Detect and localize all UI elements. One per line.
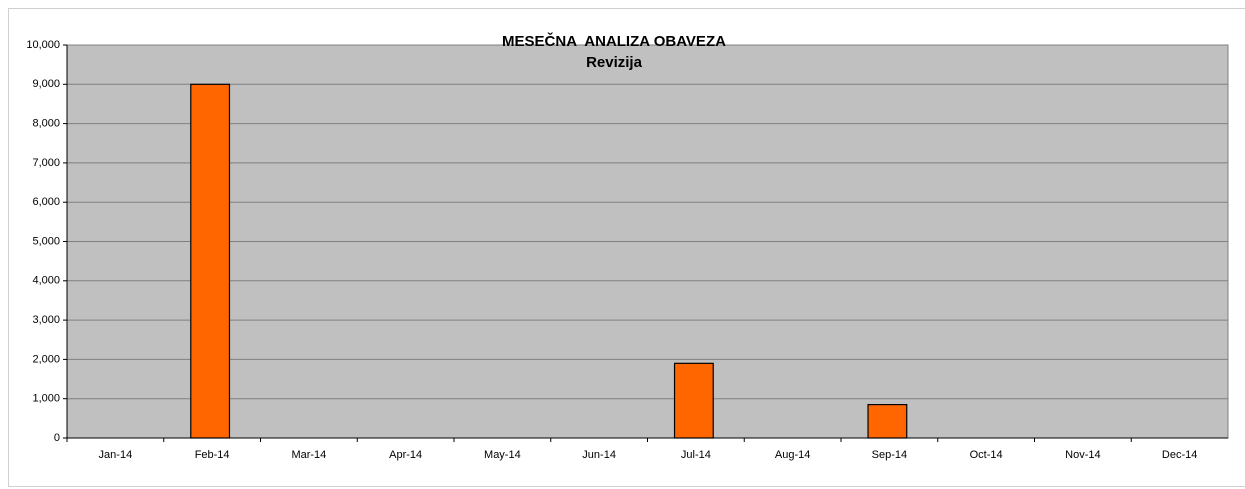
x-tick-label: Sep-14: [872, 449, 907, 461]
bar: [190, 83, 231, 439]
y-tick-label: 0: [54, 432, 60, 444]
x-tick-label: Jun-14: [582, 449, 616, 461]
y-tick-label: 1,000: [32, 393, 60, 405]
x-tick-label: Feb-14: [195, 449, 230, 461]
bar: [867, 403, 908, 439]
y-tick-label: 4,000: [32, 275, 60, 287]
y-tick-label: 9,000: [32, 78, 60, 90]
x-tick-label: Apr-14: [389, 449, 422, 461]
x-tick-label: Oct-14: [970, 449, 1003, 461]
y-tick-label: 7,000: [32, 157, 60, 169]
x-tick-label: Nov-14: [1065, 449, 1100, 461]
y-tick-label: 6,000: [32, 196, 60, 208]
x-tick-label: Aug-14: [775, 449, 810, 461]
chart-title: MESEČNA ANALIZA OBAVEZA: [502, 32, 726, 50]
x-tick-label: Mar-14: [291, 449, 326, 461]
y-tick-label: 3,000: [32, 314, 60, 326]
x-tick-label: Jul-14: [681, 449, 711, 461]
y-tick-label: 8,000: [32, 118, 60, 130]
y-tick-label: 5,000: [32, 235, 60, 247]
chart-subtitle: Revizija: [586, 54, 643, 71]
x-tick-label: Dec-14: [1162, 449, 1197, 461]
x-tick-label: Jan-14: [99, 449, 133, 461]
x-tick-label: May-14: [484, 449, 521, 461]
y-tick-label: 2,000: [32, 353, 60, 365]
y-tick-label: 10,000: [26, 39, 60, 51]
bar: [673, 362, 714, 439]
